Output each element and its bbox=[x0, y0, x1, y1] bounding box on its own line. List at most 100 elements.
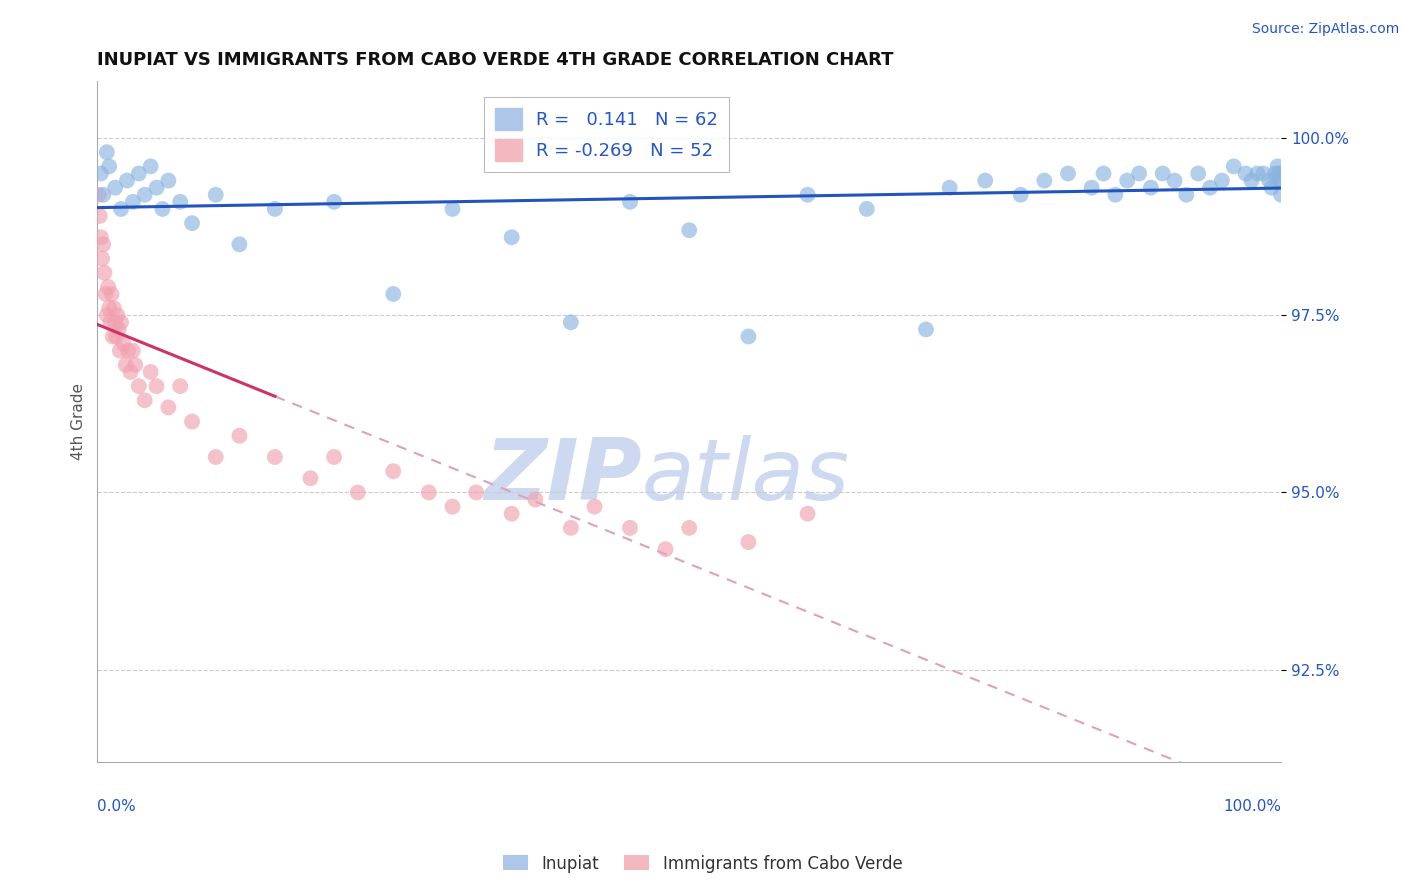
Point bbox=[107, 308, 129, 322]
Point bbox=[1246, 166, 1268, 180]
Text: 0.0%: 0.0% bbox=[97, 799, 136, 814]
Point bbox=[1270, 187, 1292, 202]
Point bbox=[204, 187, 226, 202]
Point bbox=[91, 187, 114, 202]
Point bbox=[134, 187, 156, 202]
Point bbox=[91, 237, 114, 252]
Point bbox=[121, 194, 143, 209]
Point bbox=[1260, 180, 1282, 194]
Point bbox=[89, 209, 111, 223]
Point bbox=[134, 393, 156, 408]
Point bbox=[1152, 166, 1174, 180]
Point bbox=[619, 521, 641, 535]
Point bbox=[1270, 173, 1292, 187]
Point bbox=[90, 230, 112, 244]
Point bbox=[96, 308, 118, 322]
Y-axis label: 4th Grade: 4th Grade bbox=[72, 383, 86, 460]
Point bbox=[1268, 173, 1291, 187]
Point bbox=[108, 343, 131, 358]
Point bbox=[346, 485, 368, 500]
Point bbox=[114, 358, 136, 372]
Point bbox=[1253, 166, 1275, 180]
Point bbox=[124, 358, 146, 372]
Point bbox=[181, 415, 204, 429]
Point bbox=[264, 450, 287, 464]
Point bbox=[1187, 166, 1209, 180]
Point bbox=[1140, 180, 1163, 194]
Point bbox=[323, 194, 346, 209]
Point bbox=[299, 471, 322, 485]
Point bbox=[128, 166, 150, 180]
Point bbox=[654, 542, 676, 557]
Point bbox=[418, 485, 440, 500]
Point bbox=[228, 237, 250, 252]
Point bbox=[96, 145, 118, 160]
Point bbox=[264, 202, 287, 216]
Legend: Inupiat, Immigrants from Cabo Verde: Inupiat, Immigrants from Cabo Verde bbox=[496, 848, 910, 880]
Point bbox=[1265, 173, 1288, 187]
Point bbox=[120, 365, 142, 379]
Point bbox=[145, 379, 167, 393]
Point bbox=[228, 428, 250, 442]
Point bbox=[1264, 166, 1286, 180]
Point bbox=[97, 280, 120, 294]
Point bbox=[110, 315, 132, 329]
Point bbox=[915, 322, 938, 336]
Point bbox=[1010, 187, 1032, 202]
Text: INUPIAT VS IMMIGRANTS FROM CABO VERDE 4TH GRADE CORRELATION CHART: INUPIAT VS IMMIGRANTS FROM CABO VERDE 4T… bbox=[97, 51, 894, 69]
Point bbox=[1267, 160, 1289, 174]
Point bbox=[1175, 187, 1198, 202]
Point bbox=[583, 500, 606, 514]
Point bbox=[1057, 166, 1080, 180]
Point bbox=[169, 379, 191, 393]
Point bbox=[157, 173, 180, 187]
Point bbox=[678, 223, 700, 237]
Text: atlas: atlas bbox=[643, 434, 849, 517]
Point bbox=[107, 322, 129, 336]
Point bbox=[441, 202, 464, 216]
Legend: R =   0.141   N = 62, R = -0.269   N = 52: R = 0.141 N = 62, R = -0.269 N = 52 bbox=[484, 97, 728, 172]
Point bbox=[974, 173, 997, 187]
Text: 100.0%: 100.0% bbox=[1223, 799, 1281, 814]
Point bbox=[128, 379, 150, 393]
Point bbox=[110, 202, 132, 216]
Point bbox=[796, 187, 818, 202]
Point bbox=[465, 485, 488, 500]
Point bbox=[91, 252, 114, 266]
Point bbox=[1092, 166, 1115, 180]
Point bbox=[112, 336, 135, 351]
Point bbox=[441, 500, 464, 514]
Text: Source: ZipAtlas.com: Source: ZipAtlas.com bbox=[1251, 22, 1399, 37]
Point bbox=[100, 315, 122, 329]
Point bbox=[152, 202, 174, 216]
Point bbox=[938, 180, 960, 194]
Point bbox=[501, 507, 523, 521]
Point bbox=[1240, 173, 1263, 187]
Text: ZIP: ZIP bbox=[484, 434, 643, 517]
Point bbox=[87, 187, 110, 202]
Point bbox=[1268, 166, 1291, 180]
Point bbox=[382, 464, 405, 478]
Point bbox=[94, 287, 117, 301]
Point bbox=[93, 266, 115, 280]
Point bbox=[115, 173, 138, 187]
Point bbox=[1222, 160, 1244, 174]
Point bbox=[98, 160, 121, 174]
Point bbox=[1163, 173, 1185, 187]
Point bbox=[104, 180, 127, 194]
Point bbox=[1128, 166, 1150, 180]
Point bbox=[323, 450, 346, 464]
Point bbox=[560, 521, 582, 535]
Point bbox=[1033, 173, 1056, 187]
Point bbox=[117, 343, 139, 358]
Point bbox=[501, 230, 523, 244]
Point bbox=[181, 216, 204, 230]
Point bbox=[524, 492, 547, 507]
Point bbox=[101, 329, 124, 343]
Point bbox=[1211, 173, 1233, 187]
Point bbox=[121, 343, 143, 358]
Point bbox=[796, 507, 818, 521]
Point bbox=[1199, 180, 1222, 194]
Point bbox=[104, 315, 127, 329]
Point bbox=[98, 301, 121, 315]
